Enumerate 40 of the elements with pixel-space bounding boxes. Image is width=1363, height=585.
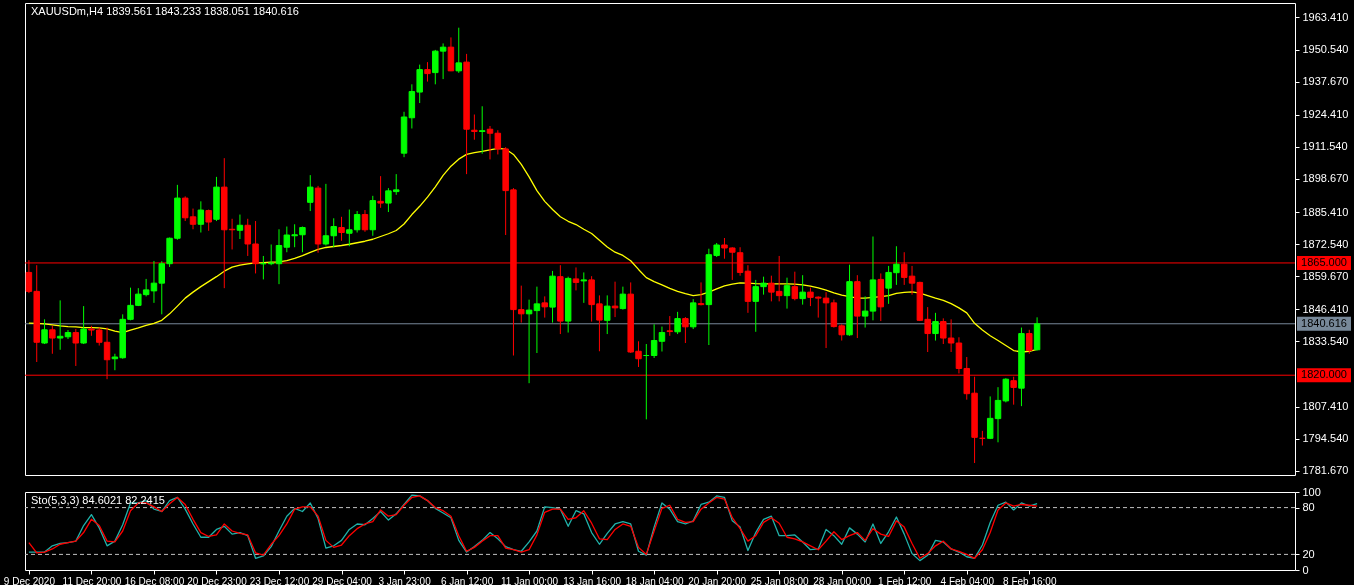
y-tick-label: 1950.540: [1302, 43, 1349, 56]
x-tick-label: 9 Dec 2020: [3, 575, 56, 585]
x-tick-label: 6 Jan 12:00: [440, 575, 494, 585]
y-tick-label: 1846.410: [1302, 302, 1349, 315]
y-tick-label: 100: [1302, 485, 1321, 498]
y-tick-label: 20: [1302, 547, 1315, 560]
x-tick-label: 16 Dec 08:00: [124, 575, 185, 585]
x-tick-label: 13 Jan 16:00: [563, 575, 622, 585]
x-tick-label: 11 Dec 20:00: [62, 575, 122, 585]
x-tick-label: 1 Feb 12:00: [878, 575, 932, 585]
y-tick-label: 1807.410: [1302, 400, 1349, 413]
x-tick-label: 20 Dec 23:00: [187, 575, 248, 585]
y-tick-label: 1898.670: [1302, 172, 1349, 185]
x-tick-label: 11 Jan 00:00: [501, 575, 559, 585]
y-tick-label: 1937.670: [1302, 75, 1349, 88]
y-tick-label: 1872.540: [1302, 237, 1349, 250]
x-tick-label: 20 Jan 20:00: [688, 575, 747, 585]
y-tick-label: 1911.540: [1302, 140, 1348, 153]
y-tick-label: 0: [1302, 563, 1309, 576]
y-tick-label: 1859.670: [1302, 269, 1349, 282]
x-tick-label: 8 Feb 16:00: [1003, 575, 1057, 585]
y-tick-label: 80: [1302, 501, 1315, 514]
x-tick-label: 28 Jan 00:00: [813, 575, 872, 585]
chart-title: XAUUSDm,H4 1839.561 1843.233 1838.051 1840.616: [31, 5, 299, 17]
x-tick-label: 23 Dec 12:00: [249, 575, 310, 585]
ref-line-label: 1865.000: [1301, 255, 1347, 268]
chart-title: Sto(5,3,3) 84.6021 82.2415: [31, 494, 165, 506]
ref-line-label: 1840.616: [1301, 316, 1347, 329]
x-tick-label: 29 Dec 04:00: [312, 575, 373, 585]
y-tick-label: 1963.410: [1302, 10, 1349, 23]
x-tick-label: 25 Jan 08:00: [750, 575, 810, 585]
y-tick-label: 1781.670: [1302, 464, 1349, 477]
x-tick-label: 18 Jan 04:00: [625, 575, 684, 585]
y-tick-label: 1794.540: [1302, 432, 1349, 445]
y-tick-label: 1885.410: [1302, 205, 1349, 218]
ref-line-label: 1820.000: [1301, 368, 1347, 381]
y-tick-label: 1924.410: [1302, 108, 1349, 121]
x-tick-label: 4 Feb 04:00: [940, 575, 995, 585]
y-tick-label: 1833.540: [1302, 334, 1349, 347]
x-tick-label: 3 Jan 23:00: [378, 575, 432, 585]
